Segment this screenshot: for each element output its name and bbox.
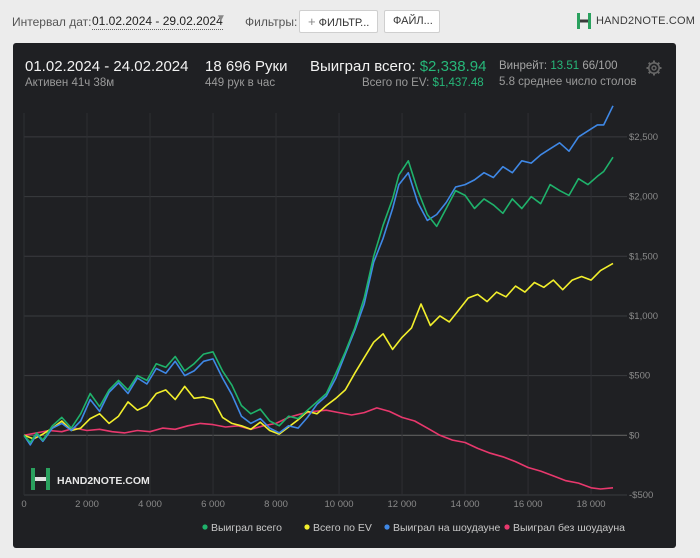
y-tick-label: $2,500 (629, 132, 658, 143)
ev-total-label: Всего по EV: (362, 77, 430, 89)
hand2note-watermark-icon (31, 468, 50, 490)
hand2note-logo: HAND2NOTE.COM (576, 11, 695, 31)
watermark-text: HAND2NOTE.COM (57, 475, 150, 487)
filters-label: Фильтры: (245, 15, 298, 29)
y-tick-label: $2,000 (629, 192, 658, 203)
hand2note-logo-icon (577, 13, 591, 29)
ev-total-value: $1,437.48 (432, 77, 484, 89)
legend-swatch (504, 524, 510, 530)
x-tick-label: 10 000 (325, 499, 354, 510)
legend-label[interactable]: Выиграл без шоудауна (513, 522, 625, 534)
ev-total: Всего по EV: $1,437.48 (362, 77, 484, 89)
x-tick-label: 12 000 (388, 499, 417, 510)
series-line (23, 262, 614, 440)
date-range-picker[interactable]: 01.02.2024 - 29.02.2024 (92, 14, 223, 30)
active-time: Активен 41ч 38м (25, 77, 115, 89)
x-tick-label: 14 000 (451, 499, 480, 510)
y-tick-label: $500 (629, 371, 650, 382)
x-tick-label: 4 000 (138, 499, 162, 510)
series-line (23, 156, 614, 444)
filter-button[interactable]: + ФИЛЬТР... (299, 10, 378, 33)
plus-icon: + (308, 14, 316, 29)
y-tick-label: $0 (629, 430, 640, 441)
x-tick-label: 6 000 (201, 499, 225, 510)
legend-swatch (304, 524, 310, 530)
x-tick-label: 8 000 (264, 499, 288, 510)
x-tick-label: 2 000 (75, 499, 99, 510)
graph-panel: 01.02.2024 - 24.02.2024 Активен 41ч 38м … (13, 43, 676, 548)
winrate-unit: 66/100 (582, 60, 618, 72)
hands-per-hour: 449 рук в час (205, 77, 276, 89)
avg-tables: 5.8 среднее число столов (499, 76, 637, 88)
legend-swatch (384, 524, 390, 530)
logo-text: HAND2NOTE.COM (596, 15, 696, 27)
x-tick-label: 18 000 (577, 499, 606, 510)
x-tick-label: 16 000 (514, 499, 543, 510)
y-tick-label: -$500 (629, 490, 653, 501)
legend-label[interactable]: Выиграл всего (211, 522, 282, 534)
toolbar: Интервал дат: 01.02.2024 - 29.02.2024 ▼ … (0, 0, 700, 42)
period-range: 01.02.2024 - 24.02.2024 (25, 58, 189, 75)
chart-watermark: HAND2NOTE.COM (31, 468, 150, 490)
legend-swatch (202, 524, 208, 530)
y-tick-label: $1,500 (629, 251, 658, 262)
series-line (23, 105, 614, 446)
legend-label[interactable]: Выиграл на шоудауне (393, 522, 500, 534)
winrate: Винрейт: 13.51 66/100 (499, 60, 618, 72)
x-tick-label: 0 (21, 499, 26, 510)
file-button-label: ФАЙЛ... (393, 15, 433, 27)
filter-button-label: ФИЛЬТР... (318, 17, 370, 29)
won-total-label: Выиграл всего: (310, 58, 416, 75)
winrate-value: 13.51 (550, 60, 580, 72)
won-total-value: $2,338.94 (419, 58, 487, 75)
interval-label: Интервал дат: (12, 15, 92, 29)
y-tick-label: $1,000 (629, 311, 658, 322)
winrate-label: Винрейт: (499, 60, 548, 72)
won-total: Выиграл всего: $2,338.94 (310, 58, 486, 75)
chevron-down-icon[interactable]: ▼ (216, 13, 226, 24)
hands-count: 18 696 Руки (205, 58, 288, 75)
legend-label[interactable]: Всего по EV (313, 522, 372, 534)
file-button[interactable]: ФАЙЛ... (384, 10, 440, 33)
gear-icon[interactable] (645, 59, 663, 77)
profit-chart: -$500 $0 $500 $1,000 $1,500 $2,000 $2,500 0 2 00… (21, 105, 658, 534)
